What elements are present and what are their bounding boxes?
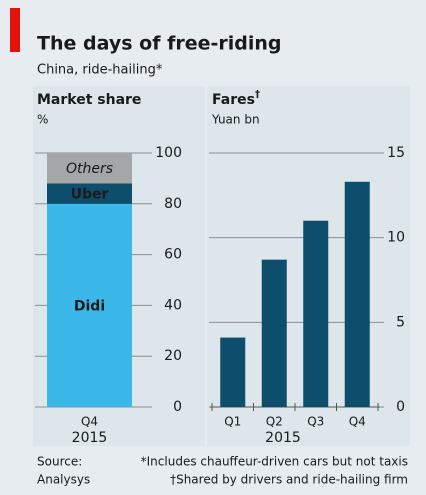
bar (303, 220, 329, 407)
y-tick-label: 80 (164, 196, 182, 212)
segment-label: Uber (71, 187, 109, 203)
footnote: †Shared by drivers and ride-hailing firm (170, 473, 408, 487)
x-tick-label: Q4 (349, 415, 366, 429)
y-tick-label: 5 (396, 314, 405, 330)
y-tick-label: 0 (173, 399, 182, 415)
bar (220, 337, 246, 407)
bar-segment (47, 153, 132, 184)
category-group: 2015 (72, 430, 108, 446)
chart-title: The days of free-riding (37, 33, 282, 55)
source-label: Source: (37, 455, 82, 469)
y-tick-label: 60 (164, 247, 182, 263)
axis-label: Yuan bn (211, 113, 260, 127)
segment-label: Others (66, 161, 113, 177)
footnote: *Includes chauffeur-driven cars but not … (141, 455, 408, 469)
source: Analysys (37, 473, 90, 487)
category-group: 2015 (265, 430, 301, 446)
y-tick-label: 0 (396, 399, 405, 415)
title-text: Fares (212, 92, 255, 108)
x-tick-label: Q4 (81, 415, 98, 429)
y-tick-label: 10 (387, 230, 405, 246)
panel-title: Fares† (212, 89, 260, 108)
subtitle: China, ride-hailing* (37, 63, 163, 78)
bar (261, 259, 287, 407)
y-tick-label: 15 (387, 145, 405, 161)
note-mark: † (255, 89, 260, 100)
segment-label: Didi (74, 298, 105, 314)
y-tick-label: 40 (164, 297, 182, 313)
panel-title: Market share (37, 92, 141, 108)
x-tick-label: Q1 (224, 415, 241, 429)
x-tick-label: Q3 (307, 415, 324, 429)
y-tick-label: 20 (164, 348, 182, 364)
bar-segment (47, 203, 132, 407)
bar (344, 181, 370, 407)
bar-segment (47, 183, 132, 204)
axis-label: % (37, 113, 48, 127)
y-tick-label: 100 (155, 145, 182, 161)
red-tab (10, 8, 20, 52)
x-tick-label: Q2 (266, 415, 283, 429)
